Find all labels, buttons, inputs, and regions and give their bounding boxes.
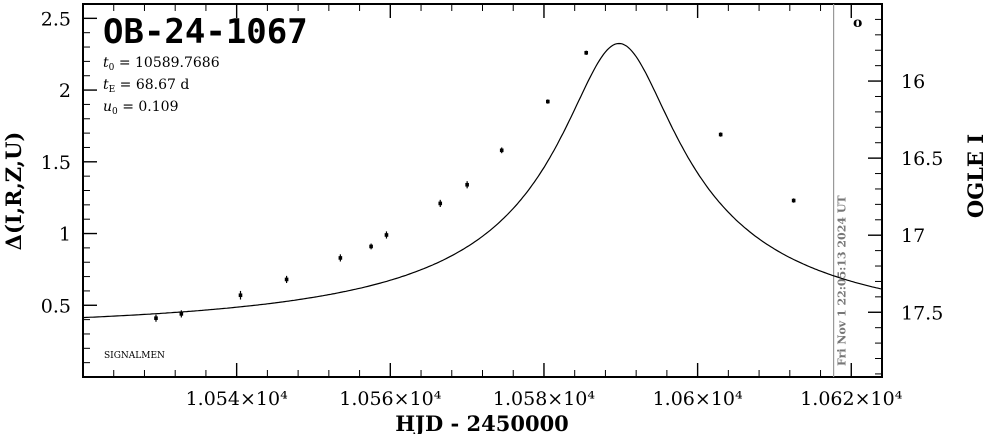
data-point — [438, 201, 443, 206]
y-right-tick-label: 17.5 — [901, 302, 943, 324]
data-point — [154, 316, 158, 320]
event-title: OB-24-1067 — [103, 12, 308, 52]
data-point — [369, 244, 373, 249]
data-point — [465, 182, 469, 187]
data-point — [718, 132, 723, 137]
fit-parameter: u0 = 0.109 — [103, 99, 178, 117]
data-points — [154, 50, 796, 322]
fit-parameter: tE = 68.67 d — [103, 77, 189, 95]
y-left-tick-label: 0.5 — [41, 295, 71, 317]
data-point — [179, 312, 184, 316]
signalmen-label: SIGNALMEN — [104, 351, 165, 361]
y-axis-left-title: Δ(I,R,Z,U) — [1, 132, 26, 251]
x-tick-label: 1.056×10⁴ — [339, 388, 441, 410]
x-axis-title: HJD - 2450000 — [395, 411, 569, 434]
y-left-tick-label: 1.5 — [41, 152, 71, 174]
x-tick-label: 1.058×10⁴ — [493, 388, 595, 410]
y-axis-right-title: OGLE I — [963, 134, 986, 218]
data-point — [384, 233, 389, 237]
y-right-tick-label: 16 — [901, 71, 925, 93]
x-tick-label: 1.054×10⁴ — [186, 388, 288, 410]
x-tick-label: 1.062×10⁴ — [800, 388, 902, 410]
corner-marker: o — [853, 15, 862, 31]
model-curve — [82, 42, 883, 319]
y-left-tick-label: 2.5 — [41, 8, 71, 30]
x-tick-label: 1.06×10⁴ — [653, 388, 743, 410]
y-right-tick-label: 16.5 — [901, 148, 943, 170]
data-point — [546, 99, 550, 104]
data-point — [284, 277, 289, 282]
fit-parameter: t0 = 10589.7686 — [103, 55, 220, 73]
y-right-tick-label: 17 — [901, 225, 925, 247]
y-left-tick-label: 2 — [59, 80, 71, 102]
data-point — [584, 50, 589, 55]
data-point — [499, 148, 504, 153]
data-point — [238, 293, 243, 298]
current-date-label: Fri Nov 1 22:05:13 2024 UT — [836, 195, 849, 366]
axis-tick-labels: 1.054×10⁴ 1.056×10⁴ 1.058×10⁴ 1.06×10⁴ 1.062… — [41, 8, 944, 410]
fit-parameters: t0 = 10589.7686 tE = 68.67 d u0 = 0.109 — [103, 55, 220, 117]
data-point — [791, 198, 796, 203]
y-left-tick-label: 1 — [59, 224, 71, 246]
data-point — [338, 256, 343, 260]
axis-ticks — [83, 4, 882, 377]
